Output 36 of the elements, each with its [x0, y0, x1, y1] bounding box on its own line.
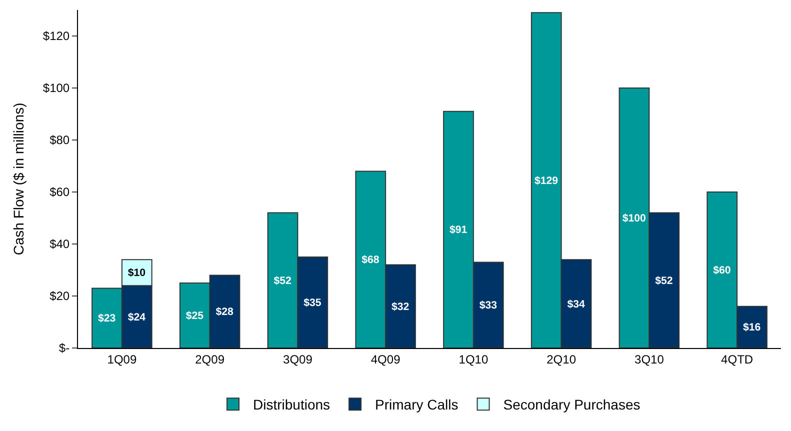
- data-label: $32: [392, 300, 410, 313]
- data-label: $34: [567, 298, 586, 310]
- x-tick-label: 3Q10: [634, 352, 664, 366]
- x-tick-label: 4Q09: [370, 352, 401, 366]
- data-label: $25: [186, 310, 204, 322]
- y-tick-label: $60: [50, 185, 70, 200]
- data-label: $52: [274, 274, 292, 287]
- data-label: $52: [655, 274, 673, 287]
- data-label: $28: [216, 306, 234, 318]
- legend-label: Primary Calls: [375, 396, 458, 413]
- x-tick-label: 2Q09: [195, 352, 225, 366]
- y-axis-title: Cash Flow ($ in millions): [10, 102, 26, 256]
- data-label: $129: [534, 174, 558, 187]
- data-label: $100: [622, 212, 646, 225]
- data-label: $10: [128, 267, 146, 280]
- y-tick-label: $80: [50, 133, 70, 148]
- x-tick-label: 1Q09: [107, 352, 137, 366]
- legend-label: Secondary Purchases: [503, 396, 640, 413]
- y-tick-label: $120: [42, 29, 70, 44]
- data-label: $33: [479, 300, 498, 312]
- data-label: $68: [362, 254, 380, 266]
- data-label: $60: [713, 264, 731, 277]
- data-label: $35: [304, 297, 322, 310]
- x-tick-label: 2Q10: [546, 352, 576, 366]
- x-tick-label: 1Q10: [458, 352, 488, 366]
- legend-label: Distributions: [253, 396, 330, 413]
- data-label: $91: [450, 224, 468, 236]
- x-tick-label: 4QTD: [721, 352, 754, 366]
- x-tick-label: 3Q09: [283, 352, 313, 366]
- data-label: $23: [98, 312, 116, 325]
- data-label: $16: [743, 322, 761, 334]
- y-tick-label: $100: [42, 81, 70, 96]
- y-tick-label: $20: [50, 289, 70, 304]
- data-label: $24: [128, 311, 146, 324]
- y-tick-label: $-: [58, 341, 70, 356]
- y-tick-label: $40: [50, 237, 70, 252]
